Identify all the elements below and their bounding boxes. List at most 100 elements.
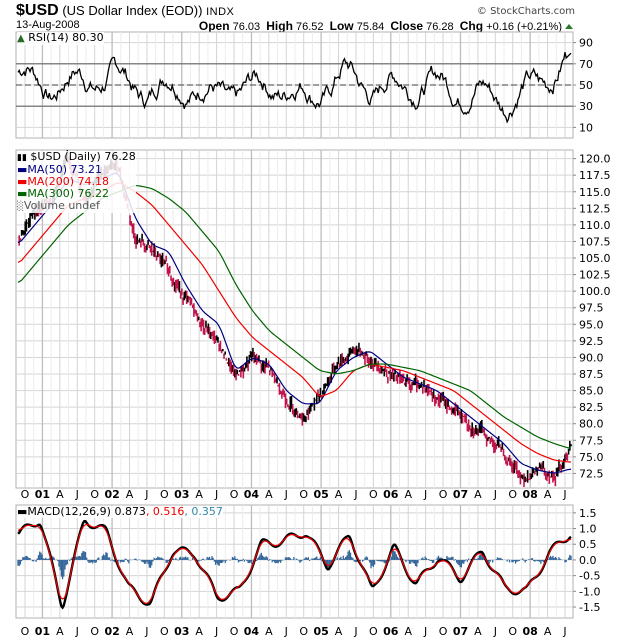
x-tick-label: O bbox=[299, 625, 308, 638]
y-tick-label: 50 bbox=[579, 79, 593, 92]
x-tick-label: J bbox=[423, 488, 427, 501]
y-tick-label: 80.0 bbox=[579, 418, 604, 431]
x-tick-label: O bbox=[90, 625, 99, 638]
ma300-legend: ▬MA(300) 76.22 bbox=[17, 188, 136, 200]
x-tick-label: 03 bbox=[174, 488, 189, 501]
price-legend-text: $USD (Daily) 76.28 bbox=[30, 150, 136, 163]
y-tick-label: 87.5 bbox=[579, 368, 604, 381]
ma50-legend-text: MA(50) 73.21 bbox=[27, 163, 102, 176]
brand-watermark: © StockCharts.com bbox=[476, 6, 575, 17]
x-tick-label: J bbox=[493, 625, 497, 638]
close-label: Close bbox=[390, 19, 424, 33]
x-tick-label: J bbox=[423, 625, 427, 638]
x-tick-label: J bbox=[214, 488, 218, 501]
x-tick-label: O bbox=[160, 488, 169, 501]
x-tick-label: A bbox=[195, 625, 203, 638]
x-tick-label: J bbox=[353, 625, 357, 638]
volume-bars-icon: ░ bbox=[17, 202, 24, 212]
exchange: INDX bbox=[206, 6, 235, 18]
x-axis-macd: O 01 A J O 02 A J O 03 A J O 04 A J O 05 A J O 06 A J O 07 A J O 08 A J bbox=[21, 625, 567, 638]
x-tick-label: 07 bbox=[453, 488, 468, 501]
x-tick-label: O bbox=[439, 625, 448, 638]
y-tick-label: 120.0 bbox=[579, 153, 611, 166]
x-tick-label: J bbox=[284, 488, 288, 501]
x-tick-label: O bbox=[21, 625, 30, 638]
y-tick-label: -1.5 bbox=[579, 601, 600, 614]
x-tick-label: J bbox=[353, 488, 357, 501]
x-tick-label: 05 bbox=[313, 625, 328, 638]
x-tick-label: O bbox=[299, 488, 308, 501]
y-tick-label: 100.0 bbox=[579, 285, 611, 298]
ma50-legend: ▬MA(50) 73.21 bbox=[17, 164, 136, 176]
x-tick-label: J bbox=[284, 625, 288, 638]
rsi-line bbox=[17, 52, 572, 124]
y-tick-label: 1.0 bbox=[579, 523, 597, 536]
open-value: 76.03 bbox=[232, 21, 261, 33]
y-tick-label: 70 bbox=[579, 58, 593, 71]
x-tick-label: A bbox=[126, 488, 134, 501]
y-tick-label: -1.0 bbox=[579, 585, 600, 598]
x-tick-label: 04 bbox=[244, 488, 260, 501]
y-tick-label: 97.5 bbox=[579, 302, 604, 315]
signal-line bbox=[17, 523, 572, 604]
x-tick-label: A bbox=[265, 488, 273, 501]
x-tick-label: O bbox=[508, 625, 517, 638]
x-tick-label: A bbox=[126, 625, 134, 638]
x-tick-label: A bbox=[56, 488, 64, 501]
x-tick-label: J bbox=[493, 488, 497, 501]
x-tick-label: O bbox=[508, 488, 517, 501]
x-tick-label: A bbox=[404, 488, 412, 501]
y-tick-label: 77.5 bbox=[579, 434, 604, 447]
price-panel: 72.5 75.0 77.5 80.0 82.5 85.0 87.5 90.0 92.5 95.0… bbox=[15, 149, 611, 489]
x-tick-label: O bbox=[90, 488, 99, 501]
line-swatch-icon: ▬ bbox=[17, 187, 28, 200]
x-tick-label: 06 bbox=[383, 488, 399, 501]
x-tick-label: 02 bbox=[104, 488, 119, 501]
price-legend: ▮▮ $USD (Daily) 76.28 ▬MA(50) 73.21 ▬MA(… bbox=[17, 151, 136, 213]
x-tick-label: A bbox=[474, 625, 482, 638]
x-tick-label: 04 bbox=[244, 625, 260, 638]
x-tick-label: O bbox=[439, 488, 448, 501]
x-tick-label: 02 bbox=[104, 625, 119, 638]
y-tick-label: 10 bbox=[579, 121, 593, 134]
macd-legend-hist: , 0.357 bbox=[184, 505, 223, 518]
x-tick-label: A bbox=[265, 625, 273, 638]
rsi-legend-text: RSI(14) 80.30 bbox=[28, 31, 104, 44]
y-tick-label: 85.0 bbox=[579, 385, 604, 398]
rsi-legend: ▲ RSI(14) 80.30 bbox=[17, 32, 104, 45]
high-value: 76.52 bbox=[295, 21, 324, 33]
y-tick-label: 105.0 bbox=[579, 252, 611, 265]
y-tick-label: 115.0 bbox=[579, 186, 611, 199]
symbol: $USD bbox=[16, 2, 59, 19]
chart-date: 13-Aug-2008 bbox=[16, 19, 80, 31]
y-tick-label: 82.5 bbox=[579, 401, 604, 414]
x-tick-label: 08 bbox=[523, 625, 538, 638]
x-tick-label: J bbox=[144, 625, 148, 638]
y-tick-label: 107.5 bbox=[579, 235, 611, 248]
y-tick-label: 0.5 bbox=[579, 538, 597, 551]
y-tick-label: 90 bbox=[579, 37, 593, 50]
low-label: Low bbox=[329, 19, 354, 33]
ma200-legend-text: MA(200) 74.18 bbox=[27, 175, 109, 188]
x-tick-label: A bbox=[474, 488, 482, 501]
open-label: Open bbox=[198, 19, 230, 33]
ma200-legend: ▬MA(200) 74.18 bbox=[17, 176, 136, 188]
x-tick-label: J bbox=[562, 625, 566, 638]
rsi-icon: ▲ bbox=[17, 33, 25, 44]
rsi-panel: 10 30 50 70 90 bbox=[15, 31, 593, 139]
x-axis-price: O 01 A J O 02 A J O 03 A J O 04 A J O 05 A J O 06 A J O 07 A J O 08 A J bbox=[21, 488, 567, 501]
x-tick-label: 01 bbox=[35, 625, 50, 638]
y-tick-label: 102.5 bbox=[579, 269, 611, 282]
volume-legend-text: Volume undef bbox=[23, 199, 100, 212]
y-tick-label: -0.5 bbox=[579, 570, 600, 583]
ohlc-bar-icon: ▮▮ bbox=[17, 153, 27, 163]
y-tick-label: 110.0 bbox=[579, 219, 611, 232]
chg-label: Chg bbox=[459, 19, 484, 33]
ma300-legend-text: MA(300) 76.22 bbox=[27, 187, 109, 200]
price-legend-row: ▮▮ $USD (Daily) 76.28 bbox=[17, 151, 136, 164]
y-tick-label: 72.5 bbox=[579, 467, 604, 480]
chg-value: +0.16 (+0.21%) bbox=[486, 21, 562, 33]
macd-panel: -1.5 -1.0 -0.5 0.0 0.5 1.0 1.5 bbox=[15, 504, 600, 619]
x-tick-label: 07 bbox=[453, 625, 468, 638]
volume-legend: ░Volume undef bbox=[17, 200, 136, 213]
